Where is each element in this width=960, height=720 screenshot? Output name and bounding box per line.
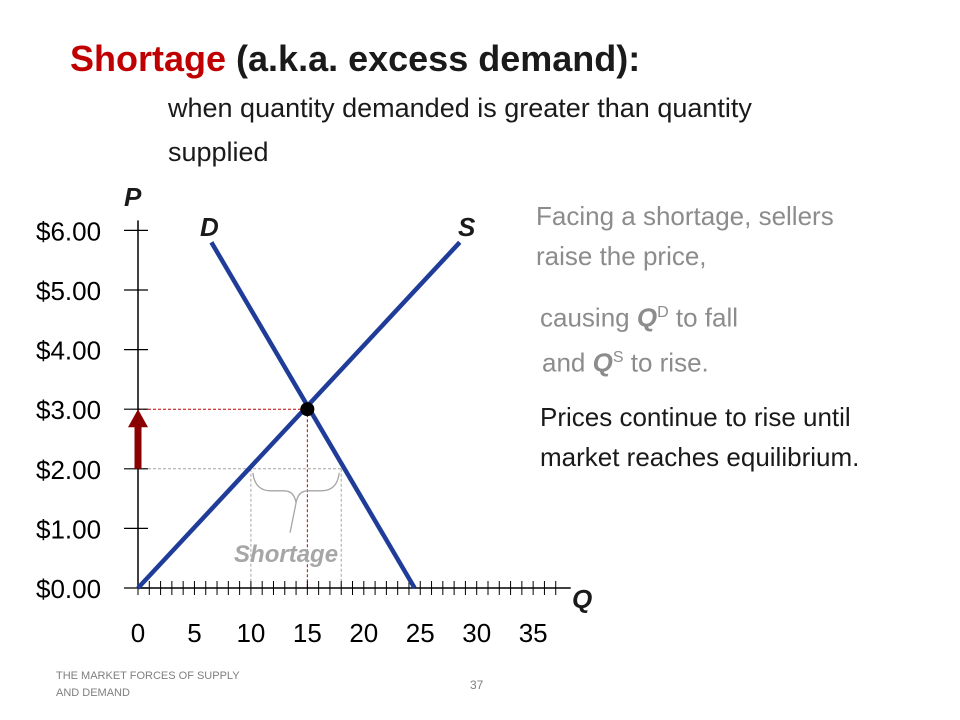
slide-title: Shortage (a.k.a. excess demand): bbox=[70, 38, 640, 80]
causing-sup: D bbox=[657, 304, 669, 321]
x-tick-label: 0 bbox=[131, 618, 145, 648]
and-q: Q bbox=[592, 347, 613, 378]
page-number: 37 bbox=[470, 678, 484, 692]
y-tick-label: $6.00 bbox=[36, 216, 101, 246]
facing-shortage-text: Facing a shortage, sellers raise the pri… bbox=[536, 201, 834, 271]
price-arrow-head bbox=[128, 409, 148, 428]
x-tick-label: 15 bbox=[293, 618, 322, 648]
x-tick-label: 20 bbox=[349, 618, 378, 648]
supply-curve bbox=[136, 240, 462, 590]
slide-subtitle: when quantity demanded is greater than q… bbox=[168, 93, 752, 167]
causing-suffix: to fall bbox=[668, 302, 739, 333]
curves bbox=[128, 240, 462, 590]
supply-curve-label: S bbox=[458, 212, 476, 242]
y-axis-label: P bbox=[124, 182, 142, 212]
footer-course-title: THE MARKET FORCES OF SUPPLY AND DEMAND bbox=[56, 670, 240, 699]
x-tick-label: 10 bbox=[236, 618, 265, 648]
chart-axes: $0.00 $1.00 $2.00 $3.00 $4.00 $5.00 $6.00 0 5 10 1… bbox=[36, 216, 571, 648]
x-tick-label: 25 bbox=[406, 618, 435, 648]
title-highlight: Shortage bbox=[70, 38, 227, 79]
y-tick-label: $3.00 bbox=[36, 395, 101, 425]
causing-qd-text: causing QD to fall bbox=[540, 293, 738, 338]
shortage-brace bbox=[252, 472, 340, 503]
demand-curve-label: D bbox=[200, 212, 219, 242]
title-rest: (a.k.a. excess demand): bbox=[226, 38, 641, 79]
equilibrium-point bbox=[300, 402, 315, 417]
demand-curve bbox=[209, 241, 417, 590]
shortage-label: Shortage bbox=[234, 541, 338, 568]
and-suffix: to rise. bbox=[623, 347, 709, 378]
guide-lines bbox=[138, 408, 342, 588]
y-tick-label: $4.00 bbox=[36, 336, 101, 366]
and-sup: S bbox=[612, 349, 624, 366]
chart-labels: P Q D S bbox=[124, 182, 592, 614]
y-tick-label: $2.00 bbox=[36, 455, 101, 485]
x-tick-label: 30 bbox=[462, 618, 491, 648]
x-tick-label: 35 bbox=[519, 618, 548, 648]
and-qs-text: and QS to rise. bbox=[542, 338, 709, 383]
shortage-pointer bbox=[289, 502, 297, 533]
y-tick-label: $0.00 bbox=[36, 574, 101, 604]
x-axis-label: Q bbox=[572, 584, 592, 614]
x-tick-label: 5 bbox=[187, 618, 201, 648]
causing-q: Q bbox=[636, 302, 658, 333]
y-tick-label: $1.00 bbox=[36, 514, 101, 544]
and-prefix: and bbox=[542, 347, 593, 378]
prices-continue-text: Prices continue to rise until market rea… bbox=[540, 402, 860, 472]
shortage-annotation: Shortage bbox=[234, 472, 340, 568]
causing-prefix: causing bbox=[540, 302, 637, 333]
y-tick-label: $5.00 bbox=[36, 276, 101, 306]
